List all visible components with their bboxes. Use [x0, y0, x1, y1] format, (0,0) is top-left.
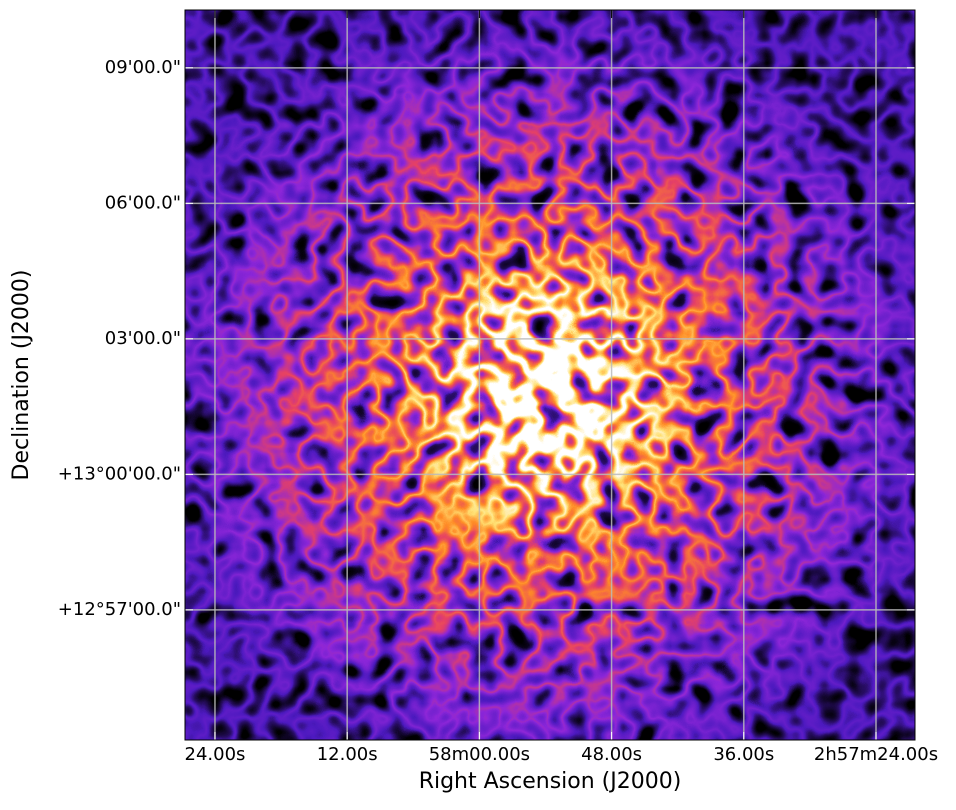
emission-map — [185, 10, 915, 740]
x-tick-label: 12.00s — [317, 744, 378, 765]
x-tick-label: 36.00s — [713, 744, 774, 765]
y-tick-label: 03'00.0" — [105, 328, 181, 349]
y-tick-label: +13°00'00.0" — [58, 463, 181, 484]
image — [185, 10, 915, 740]
grid — [185, 10, 915, 740]
x-tick-label: 48.00s — [581, 744, 642, 765]
y-tick-label: 06'00.0" — [105, 192, 181, 213]
y-tick-label: 09'00.0" — [105, 57, 181, 78]
plot-frame — [184, 9, 916, 741]
x-tick-label: 58m00.00s — [429, 744, 530, 765]
y-tick-label: +12°57'00.0" — [58, 599, 181, 620]
x-axis-title: Right Ascension (J2000) — [419, 769, 682, 794]
x-tick-label: 2h57m24.00s — [814, 744, 938, 765]
x-tick-label: 24.00s — [185, 744, 246, 765]
y-axis-title: Declination (J2000) — [9, 270, 34, 481]
